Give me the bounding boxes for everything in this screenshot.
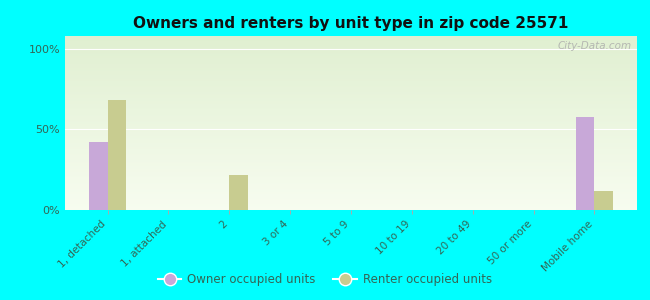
Title: Owners and renters by unit type in zip code 25571: Owners and renters by unit type in zip c… [133, 16, 569, 31]
Bar [576, 117, 594, 210]
Bar [229, 175, 248, 210]
Bar [89, 142, 108, 210]
Bar [594, 191, 613, 210]
Legend: Owner occupied units, Renter occupied units: Owner occupied units, Renter occupied un… [153, 269, 497, 291]
Bar [108, 100, 126, 210]
Text: City-Data.com: City-Data.com [557, 41, 631, 51]
